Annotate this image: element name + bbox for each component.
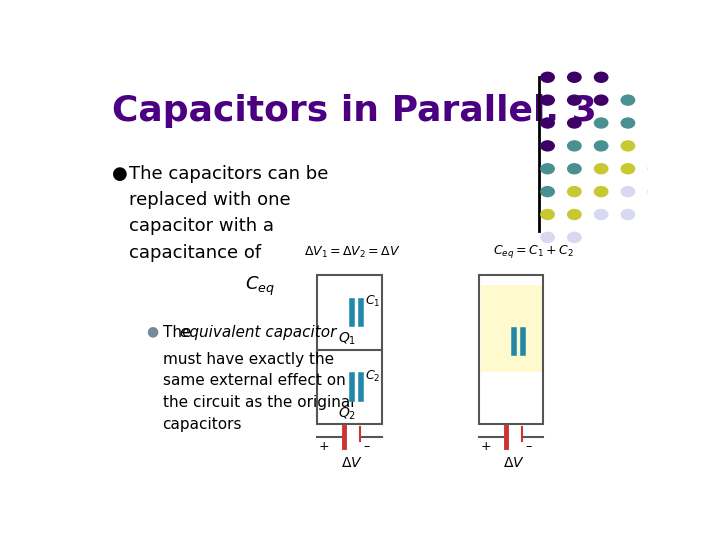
Circle shape bbox=[541, 187, 554, 197]
Circle shape bbox=[595, 187, 608, 197]
Text: $Q_1$: $Q_1$ bbox=[338, 331, 356, 347]
Text: $C_{eq} = C_1 + C_2$: $C_{eq} = C_1 + C_2$ bbox=[493, 243, 574, 260]
Circle shape bbox=[595, 72, 608, 82]
Circle shape bbox=[567, 164, 581, 174]
Text: $Q_2$: $Q_2$ bbox=[338, 406, 356, 422]
Circle shape bbox=[621, 164, 634, 174]
Circle shape bbox=[567, 210, 581, 219]
Circle shape bbox=[541, 210, 554, 219]
Text: ●: ● bbox=[145, 325, 158, 339]
Circle shape bbox=[567, 95, 581, 105]
Circle shape bbox=[595, 118, 608, 128]
Bar bbox=[481, 285, 541, 373]
Circle shape bbox=[567, 141, 581, 151]
Text: equivalent capacitor: equivalent capacitor bbox=[181, 325, 337, 340]
Circle shape bbox=[621, 118, 634, 128]
Circle shape bbox=[621, 210, 634, 219]
Circle shape bbox=[595, 164, 608, 174]
Circle shape bbox=[648, 187, 662, 197]
Text: –: – bbox=[526, 441, 531, 454]
Circle shape bbox=[541, 164, 554, 174]
Circle shape bbox=[541, 118, 554, 128]
Text: $C_{eq}$: $C_{eq}$ bbox=[245, 275, 274, 299]
Text: must have exactly the
same external effect on
the circuit as the original
capaci: must have exactly the same external effe… bbox=[163, 352, 354, 431]
Text: $C_2$: $C_2$ bbox=[364, 369, 380, 384]
Circle shape bbox=[567, 72, 581, 82]
Circle shape bbox=[595, 210, 608, 219]
Text: –: – bbox=[364, 441, 369, 454]
Circle shape bbox=[595, 141, 608, 151]
Circle shape bbox=[541, 72, 554, 82]
Text: Capacitors in Parallel, 3: Capacitors in Parallel, 3 bbox=[112, 94, 597, 128]
Circle shape bbox=[541, 232, 554, 242]
Text: +: + bbox=[319, 441, 330, 454]
Circle shape bbox=[567, 232, 581, 242]
Circle shape bbox=[648, 164, 662, 174]
Text: $\Delta V_1 = \Delta V_2 = \Delta V$: $\Delta V_1 = \Delta V_2 = \Delta V$ bbox=[304, 245, 400, 260]
Text: The: The bbox=[163, 325, 196, 340]
Circle shape bbox=[541, 141, 554, 151]
Text: +: + bbox=[481, 441, 492, 454]
Text: $C_1$: $C_1$ bbox=[364, 294, 380, 309]
Text: The capacitors can be
replaced with one
capacitor with a
capacitance of: The capacitors can be replaced with one … bbox=[129, 165, 328, 262]
Text: $\Delta V$: $\Delta V$ bbox=[503, 456, 525, 470]
Bar bbox=[318, 275, 382, 424]
Circle shape bbox=[567, 118, 581, 128]
Circle shape bbox=[541, 95, 554, 105]
Circle shape bbox=[595, 95, 608, 105]
Circle shape bbox=[621, 141, 634, 151]
Text: ●: ● bbox=[112, 165, 128, 183]
Circle shape bbox=[621, 95, 634, 105]
Text: $\Delta V$: $\Delta V$ bbox=[341, 456, 363, 470]
Circle shape bbox=[621, 187, 634, 197]
Bar bbox=[480, 275, 544, 424]
Circle shape bbox=[567, 187, 581, 197]
